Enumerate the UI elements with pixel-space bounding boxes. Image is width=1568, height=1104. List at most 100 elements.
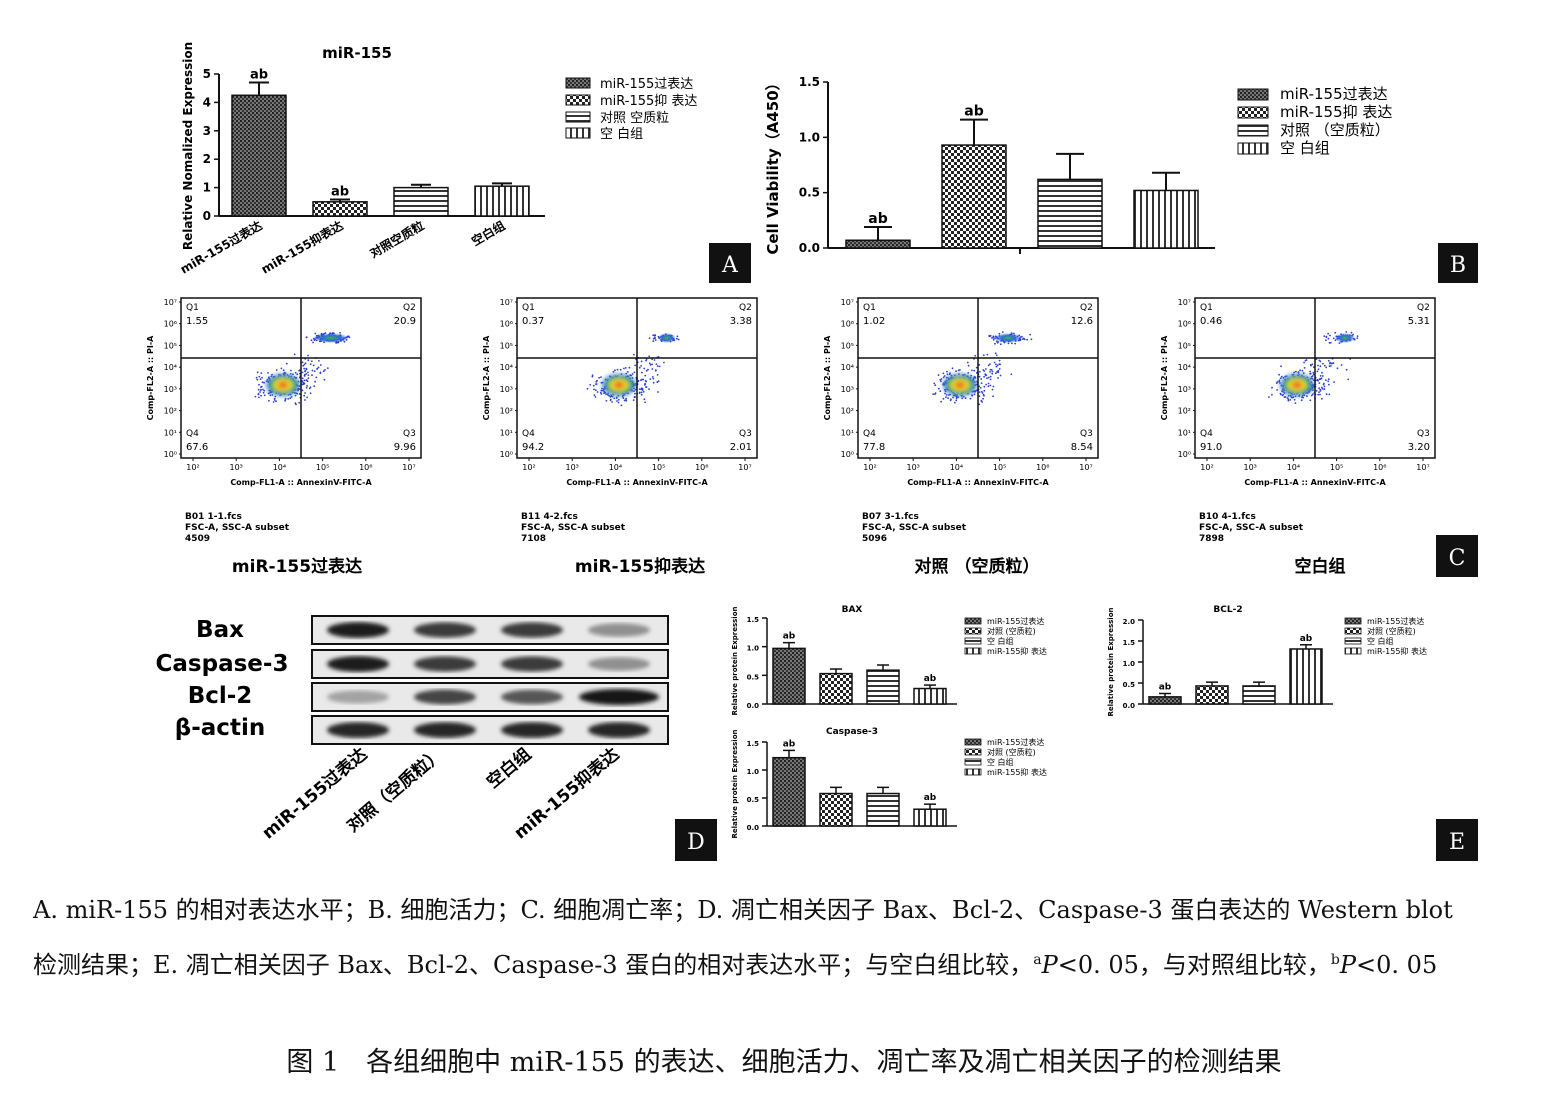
event-dot (262, 391, 265, 394)
event-dot (303, 367, 306, 370)
y-tick-label: 0 (203, 209, 211, 223)
event-dot (307, 374, 310, 376)
event-dot (259, 391, 261, 393)
event-dot (1332, 337, 1335, 340)
flow-plot: Q1 0.37 Q2 3.38 Q4 94.2 Q3 2.01 10⁷ 10⁶ 10⁵ 10⁴ 10³ 1… (482, 297, 758, 577)
event-dot (1322, 362, 1324, 365)
event-dot (987, 364, 990, 367)
event-dot (617, 401, 620, 404)
bar (772, 756, 806, 827)
legend-swatch-checker (565, 77, 591, 89)
legend-swatch (964, 768, 982, 776)
event-dot (945, 394, 948, 396)
y-tick-label: 0.0 (799, 241, 820, 255)
panel-letter-box (1436, 819, 1478, 861)
event-dot (259, 389, 262, 391)
legend-label: miR-155过表达 (987, 616, 1044, 626)
significance-mark: ab (1159, 683, 1172, 693)
event-dot (634, 396, 636, 398)
event-dot (1279, 392, 1282, 395)
event-dot (1318, 387, 1320, 389)
group-label: 空白组 (1295, 556, 1346, 577)
y-tick-label: 10⁵ (1178, 341, 1191, 350)
event-dot (989, 371, 991, 373)
event-dot (1319, 365, 1322, 368)
event-dot (969, 397, 972, 400)
event-dot (647, 368, 649, 371)
x-axis-label: Comp-FL1-A :: AnnexinV-FITC-A (907, 478, 1049, 487)
event-dot (974, 354, 977, 357)
event-dot (648, 355, 651, 358)
caption-p-value-a: <0. 05，与对照组比较， (1057, 951, 1331, 979)
x-tick-label: 10⁷ (1416, 463, 1429, 472)
event-dot (1321, 371, 1323, 374)
event-dot (298, 369, 300, 372)
x-tick-label: 10³ (907, 463, 920, 472)
event-dot (949, 399, 952, 402)
event-dot (1282, 393, 1285, 396)
x-tick-label: 10⁴ (1287, 463, 1300, 472)
event-dot (657, 380, 660, 383)
y-tick-label: 0.0 (747, 824, 760, 832)
event-dot (1030, 338, 1033, 341)
event-dot (948, 373, 951, 376)
legend-swatch (964, 748, 982, 756)
event-dot (306, 380, 309, 383)
event-dot (676, 335, 679, 338)
event-dot (303, 382, 306, 385)
event-dot (313, 385, 316, 388)
event-dot (987, 385, 990, 388)
event-dot (991, 388, 994, 391)
event-dot (1276, 389, 1278, 391)
event-dot (306, 396, 308, 399)
bar (231, 94, 287, 217)
blot-strip (311, 615, 669, 645)
quadrant-value: 5.31 (1408, 316, 1430, 327)
event-dot (942, 376, 945, 379)
legend-label: 对照 (空质粒) (987, 626, 1036, 636)
event-dot (640, 391, 643, 394)
y-tick-label: 0.5 (747, 673, 760, 681)
legend-label: 空 白组 (987, 757, 1014, 767)
protein-label: Bax (196, 617, 244, 643)
fcs-file: B11 4-2.fcs (521, 512, 578, 522)
event-dot (307, 377, 310, 380)
x-tick-label: 10³ (1244, 463, 1257, 472)
y-tick-label: 1 (203, 181, 211, 195)
event-dot (946, 373, 949, 376)
event-dot (596, 391, 599, 393)
legend-label: 空 白组 (987, 636, 1014, 646)
blot-strip (311, 682, 669, 712)
event-dot (304, 369, 307, 372)
event-dot (1271, 393, 1273, 396)
event-dot (305, 336, 308, 339)
event-dot (653, 359, 656, 361)
event-dot (317, 366, 320, 369)
event-dot (649, 364, 652, 366)
legend-label: 空 白组 (1280, 139, 1330, 157)
bar (913, 808, 947, 827)
quadrant-name: Q4 (186, 429, 199, 439)
event-dot (979, 387, 982, 389)
fcs-subset: FSC-A, SSC-A subset (862, 523, 967, 533)
y-tick-label: 10² (500, 407, 513, 416)
event-dot (992, 336, 995, 339)
event-dot (954, 401, 956, 404)
event-dot (614, 369, 616, 372)
x-tick-label: 10⁵ (1330, 463, 1343, 472)
event-dot (934, 392, 937, 395)
caption-sup-a: a (1033, 952, 1042, 968)
bar (393, 186, 449, 217)
bar (474, 185, 530, 217)
event-dot (1328, 365, 1331, 368)
y-tick-label: 10² (1178, 407, 1191, 416)
event-dot (1340, 364, 1343, 366)
event-dot (640, 360, 643, 363)
quadrant-name: Q2 (1417, 303, 1430, 313)
event-dot (255, 376, 258, 379)
fcs-file: B10 4-1.fcs (1199, 512, 1256, 522)
protein-label: Bcl-2 (188, 683, 253, 709)
bar (1133, 189, 1199, 249)
event-dot (290, 396, 293, 398)
event-dot (623, 367, 625, 370)
